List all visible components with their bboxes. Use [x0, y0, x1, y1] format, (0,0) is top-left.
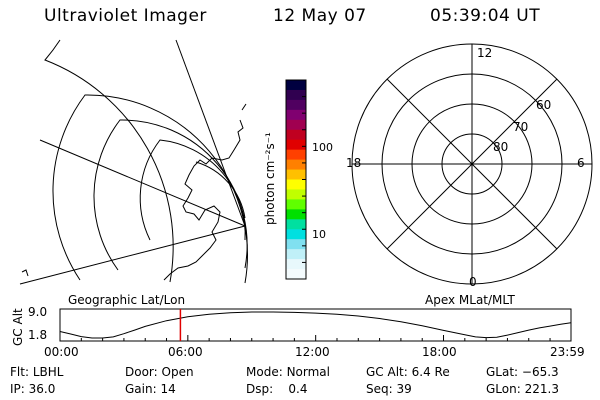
colorbar-segment: [286, 99, 306, 111]
gc-alt-field: GC Alt: 6.4 Re: [366, 365, 450, 379]
colorbar-segment: [286, 139, 306, 151]
glon-field: GLon: 221.3: [486, 382, 559, 396]
colorbar-segment: [286, 219, 306, 230]
colorbar-segment: [286, 119, 306, 131]
lat-label-70: 70: [513, 120, 529, 134]
apex-label: Apex MLat/MLT: [425, 293, 515, 307]
colorbar-segment: [286, 89, 306, 101]
colorbar-segment: [286, 199, 306, 210]
timeline-ylabel: GC Alt: [11, 308, 25, 346]
geo-meridian: [175, 39, 246, 227]
timeline-ytick: 1.8: [28, 328, 48, 342]
colorbar-segment: [286, 149, 306, 161]
geo-lat-arc: [93, 119, 248, 271]
lat-label-60: 60: [536, 98, 552, 112]
colorbar-segment: [286, 249, 306, 260]
mlt-label-bottom: 0: [469, 275, 477, 289]
timeline-ytick: 9.0: [28, 305, 48, 319]
geo-lat-arc: [44, 39, 174, 283]
mlt-label-top: 12: [477, 46, 493, 60]
colorbar-segment: [286, 80, 306, 91]
colorbar-segment: [286, 159, 306, 171]
colorbar-tick-label: 100: [312, 141, 333, 154]
geographic-label: Geographic Lat/Lon: [68, 293, 186, 307]
geo-coastline: [163, 119, 244, 281]
geo-lat-arc: [52, 94, 248, 284]
colorbar-segment: [286, 229, 306, 240]
polar-diagonal: [386, 78, 558, 250]
colorbar-segment: [286, 239, 306, 250]
colorbar-tick-label: 10: [312, 228, 326, 241]
colorbar-segment: [286, 189, 306, 200]
colorbar-segment: [286, 169, 306, 180]
timeline-series-line: [59, 311, 571, 339]
colorbar-segment: [286, 179, 306, 190]
colorbar-segment: [286, 109, 306, 121]
timeline-xtick: 06:00: [168, 345, 203, 359]
page-title: Ultraviolet Imager: [44, 6, 207, 26]
mlt-label-right: 6: [577, 156, 585, 170]
seq-field: Seq: 39: [366, 382, 412, 396]
time-label: 05:39:04 UT: [430, 6, 541, 26]
timeline-xtick: 00:00: [44, 345, 79, 359]
geo-coastline: [241, 103, 247, 111]
flt-field: Flt: LBHL: [10, 365, 64, 379]
mode-field: Mode: Normal: [246, 365, 330, 379]
colorbar-segment: [286, 129, 306, 141]
timeline-xtick: 18:00: [422, 345, 457, 359]
geo-coastline: [21, 269, 29, 277]
colorbar-segment: [286, 209, 306, 220]
glat-field: GLat: −65.3: [486, 365, 559, 379]
gain-field: Gain: 14: [125, 382, 176, 396]
timeline-xtick: 23:59: [550, 345, 585, 359]
lat-label-80: 80: [493, 140, 509, 154]
ip-field: IP: 36.0: [10, 382, 56, 396]
geo-meridian: [39, 139, 246, 227]
colorbar-segment: [286, 259, 306, 270]
dsp-field: Dsp: 0.4: [246, 382, 308, 396]
timeline-xtick: 12:00: [295, 345, 330, 359]
date-label: 12 May 07: [273, 6, 367, 26]
mlt-label-left: 18: [346, 156, 362, 170]
colorbar-segment: [286, 269, 306, 280]
geo-meridian: [19, 225, 246, 285]
door-field: Door: Open: [125, 365, 194, 379]
